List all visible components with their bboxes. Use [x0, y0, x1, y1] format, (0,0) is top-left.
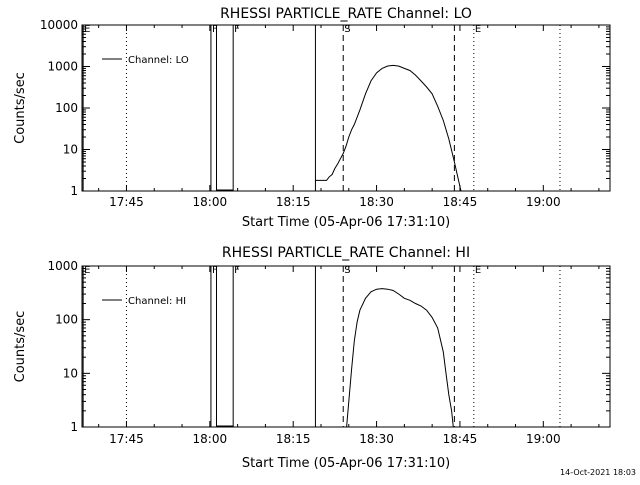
y-tick-label: 100	[55, 313, 78, 327]
x-tick-label: 17:45	[109, 432, 144, 446]
x-tick-label: 18:00	[193, 195, 228, 209]
y-tick-label: 1000	[47, 259, 78, 273]
footer-timestamp: 14-Oct-2021 18:03	[560, 468, 636, 477]
x-tick-label: 18:00	[193, 432, 228, 446]
y-tick-label: 1000	[47, 60, 78, 74]
marker-label: F	[212, 24, 218, 35]
marker-label: F	[212, 265, 218, 276]
x-axis-label: Start Time (05-Apr-06 17:31:10)	[242, 456, 450, 471]
y-tick-label: 1	[70, 420, 78, 434]
y-tick-label: 10000	[40, 18, 78, 32]
y-tick-label: 100	[55, 101, 78, 115]
series-line	[315, 64, 462, 192]
plot-frame	[81, 265, 611, 428]
marker-label: E	[475, 24, 481, 35]
x-tick-label: 17:45	[109, 195, 144, 209]
y-axis-label: Counts/sec	[13, 311, 28, 383]
chart-title: RHESSI PARTICLE_RATE Channel: LO	[220, 6, 472, 22]
marker-label: S	[344, 24, 350, 35]
y-axis-label: Counts/sec	[13, 72, 28, 144]
x-tick-label: 18:30	[359, 432, 394, 446]
marker-label: F	[234, 265, 240, 276]
legend-label: Channel: HI	[128, 296, 186, 307]
marker-label: S	[344, 265, 350, 276]
x-tick-label: 19:00	[526, 432, 561, 446]
x-tick-label: 18:30	[359, 195, 394, 209]
series-line	[346, 288, 454, 428]
legend-label: Channel: LO	[128, 55, 189, 66]
x-tick-label: 18:15	[276, 195, 311, 209]
marker-label: E	[475, 265, 481, 276]
x-tick-label: 18:15	[276, 432, 311, 446]
y-tick-label: 1	[70, 184, 78, 198]
marker-label: E	[84, 24, 90, 35]
y-tick-label: 10	[63, 143, 78, 157]
marker-label: E	[84, 265, 90, 276]
x-tick-label: 18:45	[443, 432, 478, 446]
panel-lo: RHESSI PARTICLE_RATE Channel: LOE F F S E17:…	[13, 6, 611, 230]
x-axis-label: Start Time (05-Apr-06 17:31:10)	[242, 215, 450, 230]
y-tick-label: 10	[63, 366, 78, 380]
marker-label: F	[234, 24, 240, 35]
panel-hi: RHESSI PARTICLE_RATE Channel: HI E F F S E 17:…	[13, 245, 611, 471]
x-tick-label: 18:45	[443, 195, 478, 209]
chart-title: RHESSI PARTICLE_RATE Channel: HI	[222, 245, 470, 261]
plot-frame	[81, 24, 611, 192]
x-tick-label: 19:00	[526, 195, 561, 209]
